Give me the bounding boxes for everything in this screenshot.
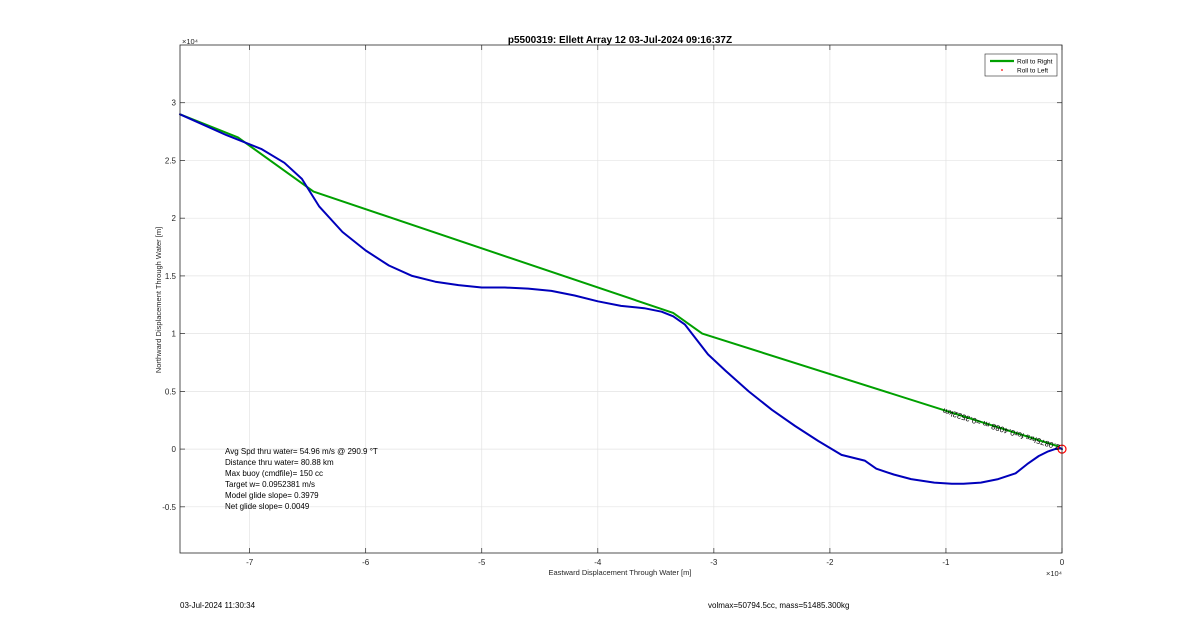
legend-label-roll-left: Roll to Left bbox=[1017, 68, 1048, 75]
x-tick-label: -6 bbox=[362, 558, 370, 567]
y-tick-label: 1 bbox=[172, 330, 177, 339]
y-tick-label: 3 bbox=[172, 99, 177, 108]
y-tick-label: 0 bbox=[172, 445, 177, 454]
y-tick-label: 2 bbox=[172, 214, 177, 223]
series-roll-to-right bbox=[179, 113, 1061, 448]
stat-target-w: Target w= 0.0952381 m/s bbox=[225, 480, 315, 489]
y-tick-label: 2.5 bbox=[165, 156, 177, 165]
x-axis-exponent: ×10⁴ bbox=[1046, 569, 1062, 578]
y-axis-label: Northward Displacement Through Water [m] bbox=[154, 227, 163, 373]
ticks: -7 -6 -5 -4 -3 -2 -1 0 -0.5 0 0.5 1 1.5 2 2.5 3 bbox=[162, 45, 1065, 567]
x-axis-label: Eastward Displacement Through Water [m] bbox=[549, 568, 692, 577]
chart-title: p5500319: Ellett Array 12 03-Jul-2024 09… bbox=[508, 35, 732, 46]
y-axis-exponent: ×10⁴ bbox=[182, 37, 198, 46]
y-tick-label: 0.5 bbox=[165, 387, 177, 396]
plot-border bbox=[179, 44, 1063, 554]
footer-timestamp: 03-Jul-2024 11:30:34 bbox=[180, 601, 256, 610]
y-tick-label: -0.5 bbox=[162, 503, 176, 512]
x-tick-label: -7 bbox=[246, 558, 254, 567]
footer-mass-info: volmax=50794.5cc, mass=51485.300kg bbox=[708, 601, 849, 610]
stat-max-buoy: Max buoy (cmdfile)= 150 cc bbox=[225, 469, 323, 478]
x-tick-label: -1 bbox=[942, 558, 950, 567]
series-trajectory bbox=[179, 113, 1063, 485]
legend-box bbox=[984, 53, 1058, 77]
x-tick-label: -2 bbox=[826, 558, 834, 567]
x-tick-label: 0 bbox=[1060, 558, 1065, 567]
x-tick-label: -3 bbox=[710, 558, 718, 567]
plot-background bbox=[180, 45, 1062, 553]
legend-label-roll-right: Roll to Right bbox=[1017, 59, 1053, 66]
x-tick-label: -4 bbox=[594, 558, 602, 567]
stat-avg-speed: Avg Spd thru water= 54.96 m/s @ 290.9 °T bbox=[225, 447, 378, 456]
legend: Roll to Right Roll to Left bbox=[984, 53, 1058, 77]
stats-block: Avg Spd thru water= 54.96 m/s @ 290.9 °T… bbox=[225, 447, 378, 511]
y-tick-label: 1.5 bbox=[165, 272, 177, 281]
stat-distance: Distance thru water= 80.88 km bbox=[225, 458, 334, 467]
stat-model-glide: Model glide slope= 0.3979 bbox=[225, 491, 319, 500]
legend-swatch-roll-left bbox=[1001, 69, 1003, 71]
stat-net-glide: Net glide slope= 0.0049 bbox=[225, 502, 310, 511]
x-tick-label: -5 bbox=[478, 558, 486, 567]
